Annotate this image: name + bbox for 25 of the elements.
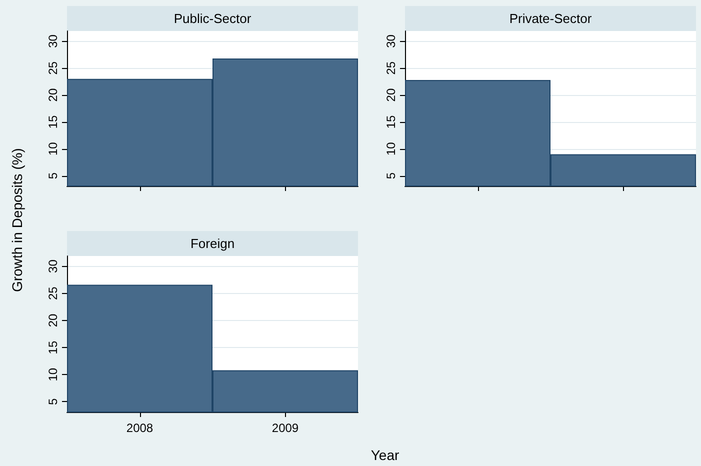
x-tick-label: 2008	[126, 421, 154, 435]
y-tick-label: 25	[46, 61, 60, 75]
y-tick-label: 5	[384, 172, 398, 180]
x-axis-title: Year	[370, 447, 400, 463]
y-tick-label: 25	[46, 286, 60, 300]
chart-title: Private-Sector	[509, 11, 592, 26]
y-tick-label: 5	[46, 398, 60, 406]
y-tick-label: 20	[46, 88, 60, 102]
chart-title: Foreign	[190, 236, 235, 251]
y-tick-label: 15	[46, 114, 60, 129]
y-tick-label: 25	[384, 61, 398, 75]
y-tick-label: 10	[46, 368, 60, 382]
y-tick-label: 15	[384, 114, 398, 129]
y-tick-label: 5	[46, 172, 60, 180]
y-tick-label: 30	[46, 34, 60, 48]
y-tick-label: 10	[46, 142, 60, 156]
x-tick-label: 2009	[272, 421, 299, 435]
y-tick-label: 20	[384, 88, 398, 102]
y-axis-title: Growth in Deposits (%)	[9, 148, 25, 292]
y-tick-label: 30	[384, 34, 398, 48]
y-tick-label: 20	[46, 313, 60, 328]
chart-title: Public-Sector	[174, 11, 252, 26]
y-tick-label: 15	[46, 340, 60, 354]
y-tick-label: 30	[46, 259, 60, 273]
y-tick-label: 10	[384, 142, 398, 156]
